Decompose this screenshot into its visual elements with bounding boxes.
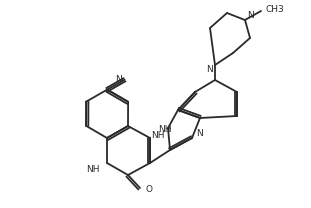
Text: 2: 2 xyxy=(167,127,171,133)
Text: O: O xyxy=(145,186,152,194)
Text: N: N xyxy=(247,10,254,20)
Text: N: N xyxy=(196,130,203,139)
Text: N: N xyxy=(115,75,122,84)
Text: NH: NH xyxy=(86,165,100,173)
Text: N: N xyxy=(206,64,213,73)
Text: NH: NH xyxy=(158,125,171,135)
Text: NH: NH xyxy=(151,131,165,140)
Text: CH3: CH3 xyxy=(266,5,285,14)
